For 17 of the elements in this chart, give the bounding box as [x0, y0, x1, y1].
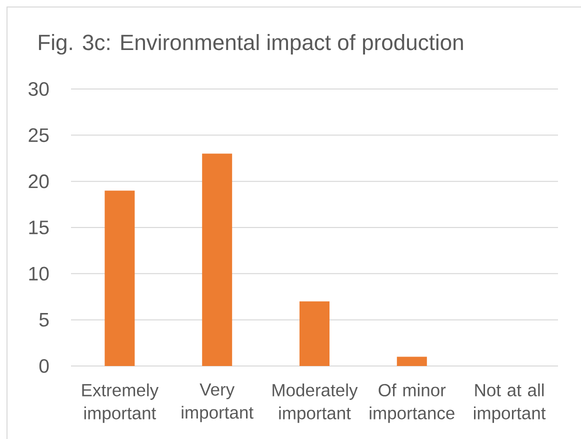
x-tick-label: Extremely important	[82, 384, 159, 423]
bar	[396, 356, 427, 366]
y-tick-label: 5	[39, 313, 49, 327]
y-tick-label: 30	[28, 82, 49, 96]
bar	[202, 154, 232, 366]
y-tick-label: 0	[39, 359, 49, 373]
x-tick-label: Of minor importance	[370, 384, 454, 423]
bar	[300, 301, 330, 366]
y-tick-label: 15	[29, 220, 49, 234]
x-tick-label: Not at all important	[474, 384, 546, 423]
chart-title: Fig. 3c: Environmental impact of production	[39, 34, 463, 55]
y-tick-label: 10	[29, 266, 49, 281]
y-tick-label: 20	[28, 174, 49, 188]
y-tick-label: 25	[28, 128, 49, 142]
x-tick-label: Moderately important	[272, 384, 358, 423]
bar	[104, 190, 135, 366]
x-tick-label: Very important	[182, 384, 254, 422]
